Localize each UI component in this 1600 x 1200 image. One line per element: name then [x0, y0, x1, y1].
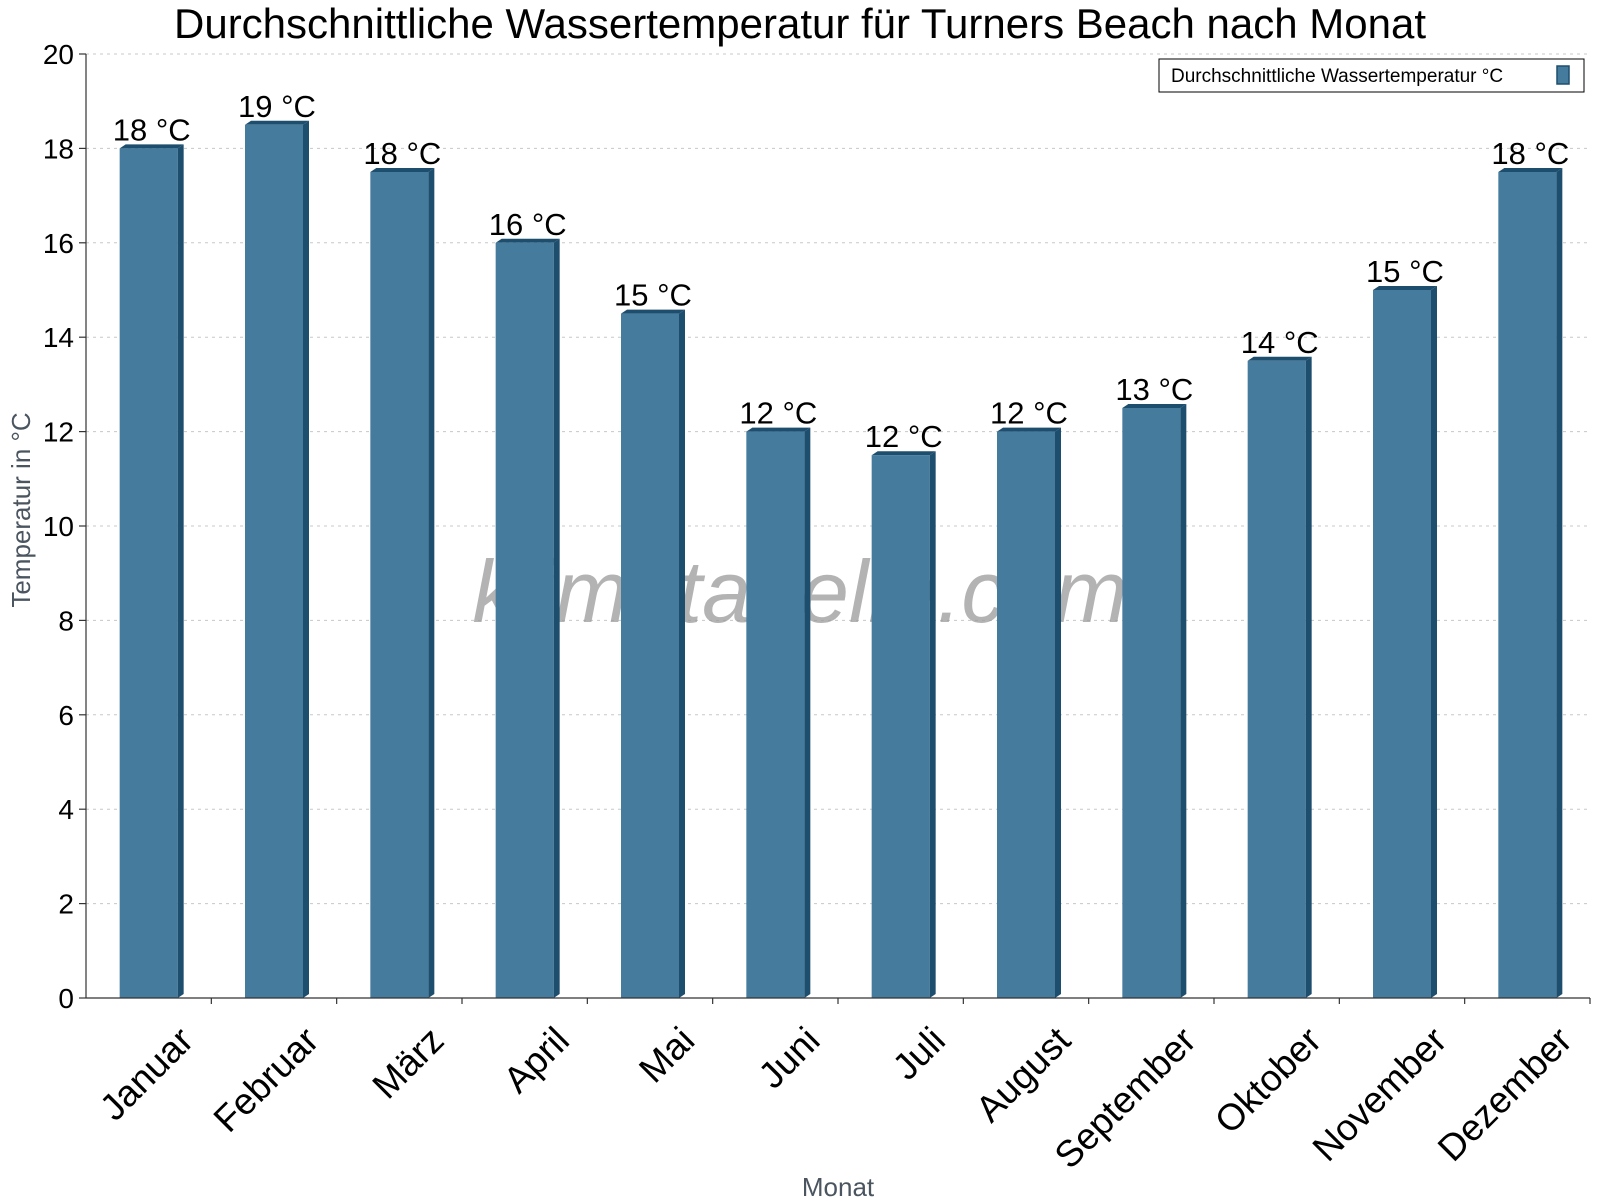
data-label: 18 °C — [1491, 136, 1569, 171]
y-tick-label: 10 — [43, 511, 74, 542]
data-label: 12 °C — [739, 396, 817, 431]
data-label: 14 °C — [1241, 325, 1319, 360]
legend-box — [1158, 58, 1585, 93]
bar-side — [1431, 286, 1437, 998]
bar-side — [553, 238, 560, 999]
bar-top — [746, 427, 811, 432]
x-tick-label: Januar — [92, 1019, 201, 1128]
bar-top — [1373, 286, 1437, 290]
bar — [1498, 172, 1557, 998]
data-label: 12 °C — [865, 419, 943, 454]
x-tick-label: Juli — [885, 1019, 953, 1087]
legend: Durchschnittliche Wassertemperatur °C — [1158, 58, 1585, 93]
data-label: 15 °C — [614, 278, 692, 313]
bar — [621, 313, 679, 999]
y-axis-title: Temperatur in °C — [6, 412, 36, 607]
bar-side — [1055, 427, 1061, 999]
bar — [871, 455, 930, 998]
bar-top — [245, 120, 309, 125]
legend-swatch — [1556, 65, 1570, 85]
bar-top — [370, 168, 435, 172]
bar-side — [679, 309, 685, 999]
bar-side — [303, 120, 309, 999]
data-label: 18 °C — [363, 136, 441, 171]
bar-top — [1247, 356, 1312, 361]
bar — [245, 124, 303, 999]
data-label: 15 °C — [1366, 254, 1444, 289]
y-tick-label: 14 — [43, 322, 74, 353]
x-axis-title: Monat — [802, 1172, 875, 1200]
bar-top — [1498, 168, 1563, 172]
bar-top — [871, 451, 936, 456]
y-tick-label: 20 — [43, 39, 74, 70]
bar — [370, 172, 429, 998]
y-tick-label: 2 — [58, 889, 74, 920]
bar-top — [119, 144, 184, 149]
bar — [119, 148, 178, 998]
bar-top — [1122, 404, 1187, 408]
bar-side — [929, 451, 936, 998]
y-tick-label: 12 — [43, 417, 74, 448]
y-tick-label: 0 — [58, 983, 74, 1014]
data-label: 19 °C — [238, 89, 316, 124]
x-tick-label: Oktober — [1207, 1019, 1329, 1141]
bar-side — [1556, 168, 1563, 998]
data-label: 12 °C — [990, 396, 1068, 431]
data-label: 16 °C — [489, 207, 567, 242]
bar — [1122, 408, 1181, 998]
bar — [1373, 290, 1431, 998]
x-tick-label: Dezember — [1430, 1019, 1580, 1169]
bar-side — [804, 427, 811, 999]
bar-top — [997, 427, 1061, 432]
y-tick-label: 18 — [43, 133, 74, 164]
bar-side — [1180, 404, 1187, 998]
bar — [746, 431, 805, 999]
bar-top — [621, 309, 685, 314]
chart-title: Durchschnittliche Wassertemperatur für T… — [174, 0, 1426, 47]
bar — [997, 431, 1055, 999]
x-tick-label: November — [1305, 1019, 1455, 1169]
x-tick-label: März — [365, 1019, 452, 1106]
y-tick-label: 16 — [43, 228, 74, 259]
x-tick-label: Februar — [206, 1019, 327, 1140]
data-label: 13 °C — [1115, 372, 1193, 407]
x-tick-label: April — [496, 1019, 577, 1100]
bar — [495, 242, 554, 999]
y-tick-label: 4 — [58, 794, 74, 825]
data-labels: 18 °C 19 °C 18 °C 16 °C 15 °C 12 °C 12 °C 12 °C… — [113, 89, 1570, 454]
bar-side — [1305, 356, 1312, 998]
legend-label: Durchschnittliche Wassertemperatur °C — [1171, 66, 1503, 87]
bars — [119, 120, 1563, 999]
bar-side — [428, 168, 435, 998]
y-tick-label: 8 — [58, 605, 74, 636]
bar — [1247, 360, 1306, 998]
gridlines — [86, 53, 1590, 905]
bar-side — [177, 144, 184, 998]
x-tick-label: August — [968, 1019, 1079, 1130]
x-tick-label: Mai — [631, 1019, 702, 1090]
data-label: 18 °C — [113, 112, 191, 147]
y-tick-label: 6 — [58, 700, 74, 731]
x-tick-label: Juni — [751, 1019, 828, 1096]
bar-top — [495, 238, 560, 243]
